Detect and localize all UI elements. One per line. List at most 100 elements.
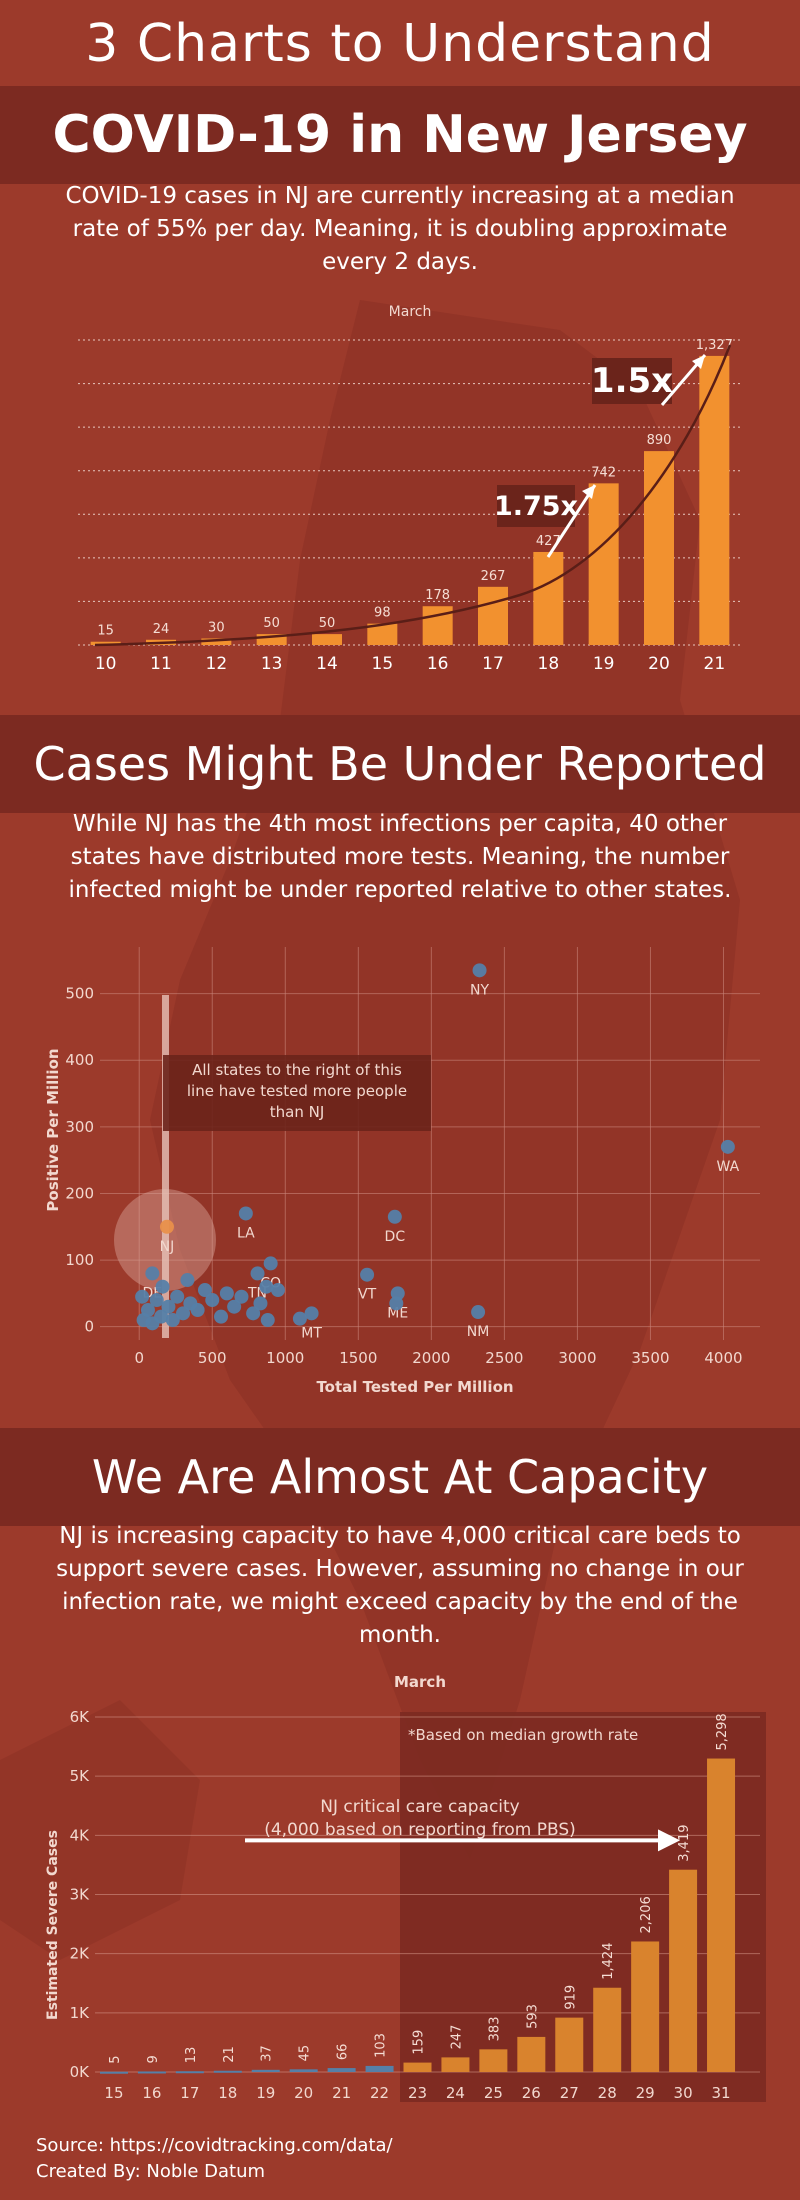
chart1-value-label: 890 (647, 433, 672, 448)
chart3-title: March (394, 1673, 446, 1691)
chart1-bar (644, 451, 674, 645)
chart1-title: March (389, 304, 432, 320)
scatter-point (270, 1283, 285, 1298)
chart3-value-label: 13 (184, 2047, 199, 2064)
infographic-title-line1: 3 Charts to Understand (85, 14, 715, 74)
chart1-bar (90, 641, 121, 645)
chart2-x-tick: 1000 (266, 1349, 304, 1367)
chart1-bar (256, 634, 287, 645)
chart1-category-label: 10 (95, 654, 117, 674)
capacity-arrowhead (658, 1829, 680, 1852)
section3-intro: NJ is increasing capacity to have 4,000 … (56, 1523, 744, 1648)
scatter-point (219, 1286, 234, 1301)
projection-note: *Based on median growth rate (408, 1726, 638, 1744)
chart2-x-tick: 2000 (412, 1349, 450, 1367)
chart3-y-tick: 0K (70, 2063, 91, 2081)
chart3-bar (517, 2036, 546, 2072)
chart3-bar (365, 2065, 394, 2072)
chart3-bar (327, 2068, 356, 2072)
growth-label-box-2 (592, 358, 672, 404)
chart3-category-label: 31 (711, 2084, 730, 2102)
scatter-point (170, 1289, 185, 1304)
author-credit: Created By: Noble Datum (36, 2161, 266, 2182)
scatter-point (472, 963, 487, 978)
chart3-y-tick: 1K (70, 2004, 91, 2022)
chart1-value-label: 30 (208, 620, 225, 635)
scatter-point (720, 1139, 735, 1154)
chart2-x-tick: 3500 (631, 1349, 669, 1367)
chart3-value-label: 247 (449, 2025, 464, 2050)
chart1-category-label: 20 (648, 654, 670, 674)
scatter-point (197, 1283, 212, 1298)
scatter-point-label: NY (470, 982, 489, 998)
chart3-bar (555, 2017, 584, 2072)
growth-arrow-1 (546, 484, 597, 558)
scatter-point-label: VT (358, 1287, 377, 1303)
chart3-category-label: 26 (522, 2084, 541, 2102)
chart1-value-label: 267 (481, 569, 506, 584)
scatter-point (389, 1296, 404, 1311)
x-axis-label: Total Tested Per Million (316, 1378, 513, 1396)
chart3-value-label: 919 (563, 1985, 578, 2010)
chart2-tick-labels: 0 500 1000 1500 2000 2500 3000 3500 4000 0 100 200 3… (65, 985, 742, 1367)
chart3-y-tick: 5K (70, 1767, 91, 1785)
chart3-value-label: 21 (222, 2046, 237, 2063)
chart1-value-label: 742 (591, 465, 616, 480)
chart1-category-label: 11 (150, 654, 172, 674)
chart3-bars: 5159161317211837194520662110322159232472… (99, 1713, 736, 2102)
scatter-point-label: LA (237, 1225, 255, 1241)
section2-title: Cases Might Be Under Reported (0, 715, 800, 813)
tests-vs-positives-scatter: 0 500 1000 1500 2000 2500 3000 3500 4000 0 100 200 3… (44, 947, 760, 1396)
scatter-point (253, 1296, 268, 1311)
annotation-box (163, 1055, 431, 1131)
chart1-value-label: 178 (425, 588, 450, 603)
chart3-value-label: 593 (525, 2004, 540, 2029)
scatter-point-label: NJ (160, 1239, 175, 1255)
chart3-category-label: 29 (636, 2084, 655, 2102)
chart1-bar (533, 551, 564, 645)
chart3-value-label: 9 (146, 2055, 161, 2063)
scatter-point (180, 1273, 195, 1288)
scatter-point (250, 1266, 265, 1281)
chart3-bar (175, 2071, 204, 2074)
chart1-value-label: 50 (319, 616, 336, 631)
growth-arrowhead-2 (692, 355, 705, 369)
chart3-value-label: 1,424 (601, 1943, 616, 1980)
chart1-bar (367, 623, 398, 645)
scatter-point (159, 1219, 174, 1234)
growth-label-box-1 (497, 485, 575, 527)
chart2-y-tick: 100 (65, 1251, 94, 1269)
chart3-bar (669, 1869, 698, 2072)
scatter-point (149, 1293, 164, 1308)
scatter-point (387, 1209, 402, 1224)
chart3-value-label: 5 (108, 2055, 123, 2063)
chart1-category-label: 17 (482, 654, 504, 674)
chart1-gridlines (78, 339, 742, 646)
scatter-point (246, 1306, 261, 1321)
chart1-bars: 1510241130125013501498151781626717427187… (90, 338, 733, 674)
chart1-value-label: 1,327 (696, 338, 733, 353)
scatter-point (176, 1306, 191, 1321)
chart3-category-label: 27 (560, 2084, 579, 2102)
chart3-bar (441, 2057, 470, 2072)
chart3-bar (289, 2069, 318, 2072)
capacity-label-line2: (4,000 based on reporting from PBS) (264, 1820, 576, 1840)
chart3-category-label: 17 (180, 2084, 199, 2102)
chart3-category-label: 30 (674, 2084, 693, 2102)
daily-cases-bar-chart: March 15 10 24 11 30 12 50 13 50 14 98 15 178 16 267 17… (78, 304, 742, 674)
chart1-bar (699, 355, 730, 645)
chart1-value-label: 15 (97, 624, 114, 639)
chart3-category-label: 21 (332, 2084, 351, 2102)
source-credit: Source: https://covidtracking.com/data/ (36, 2135, 393, 2156)
chart1-category-label: 12 (206, 654, 228, 674)
scatter-point (227, 1299, 242, 1314)
reference-annotation: All states to the right of this line hav… (186, 1061, 408, 1121)
chart3-value-label: 159 (412, 2030, 427, 2055)
chart3-category-label: 19 (256, 2084, 275, 2102)
chart3-bar (137, 2071, 166, 2074)
chart1-bar (201, 638, 232, 645)
scatter-point (260, 1313, 275, 1328)
chart3-category-label: 28 (598, 2084, 617, 2102)
chart3-category-label: 16 (142, 2084, 161, 2102)
chart2-points: NYWALADCNJCODETNVTMEMTNM (135, 963, 740, 1341)
